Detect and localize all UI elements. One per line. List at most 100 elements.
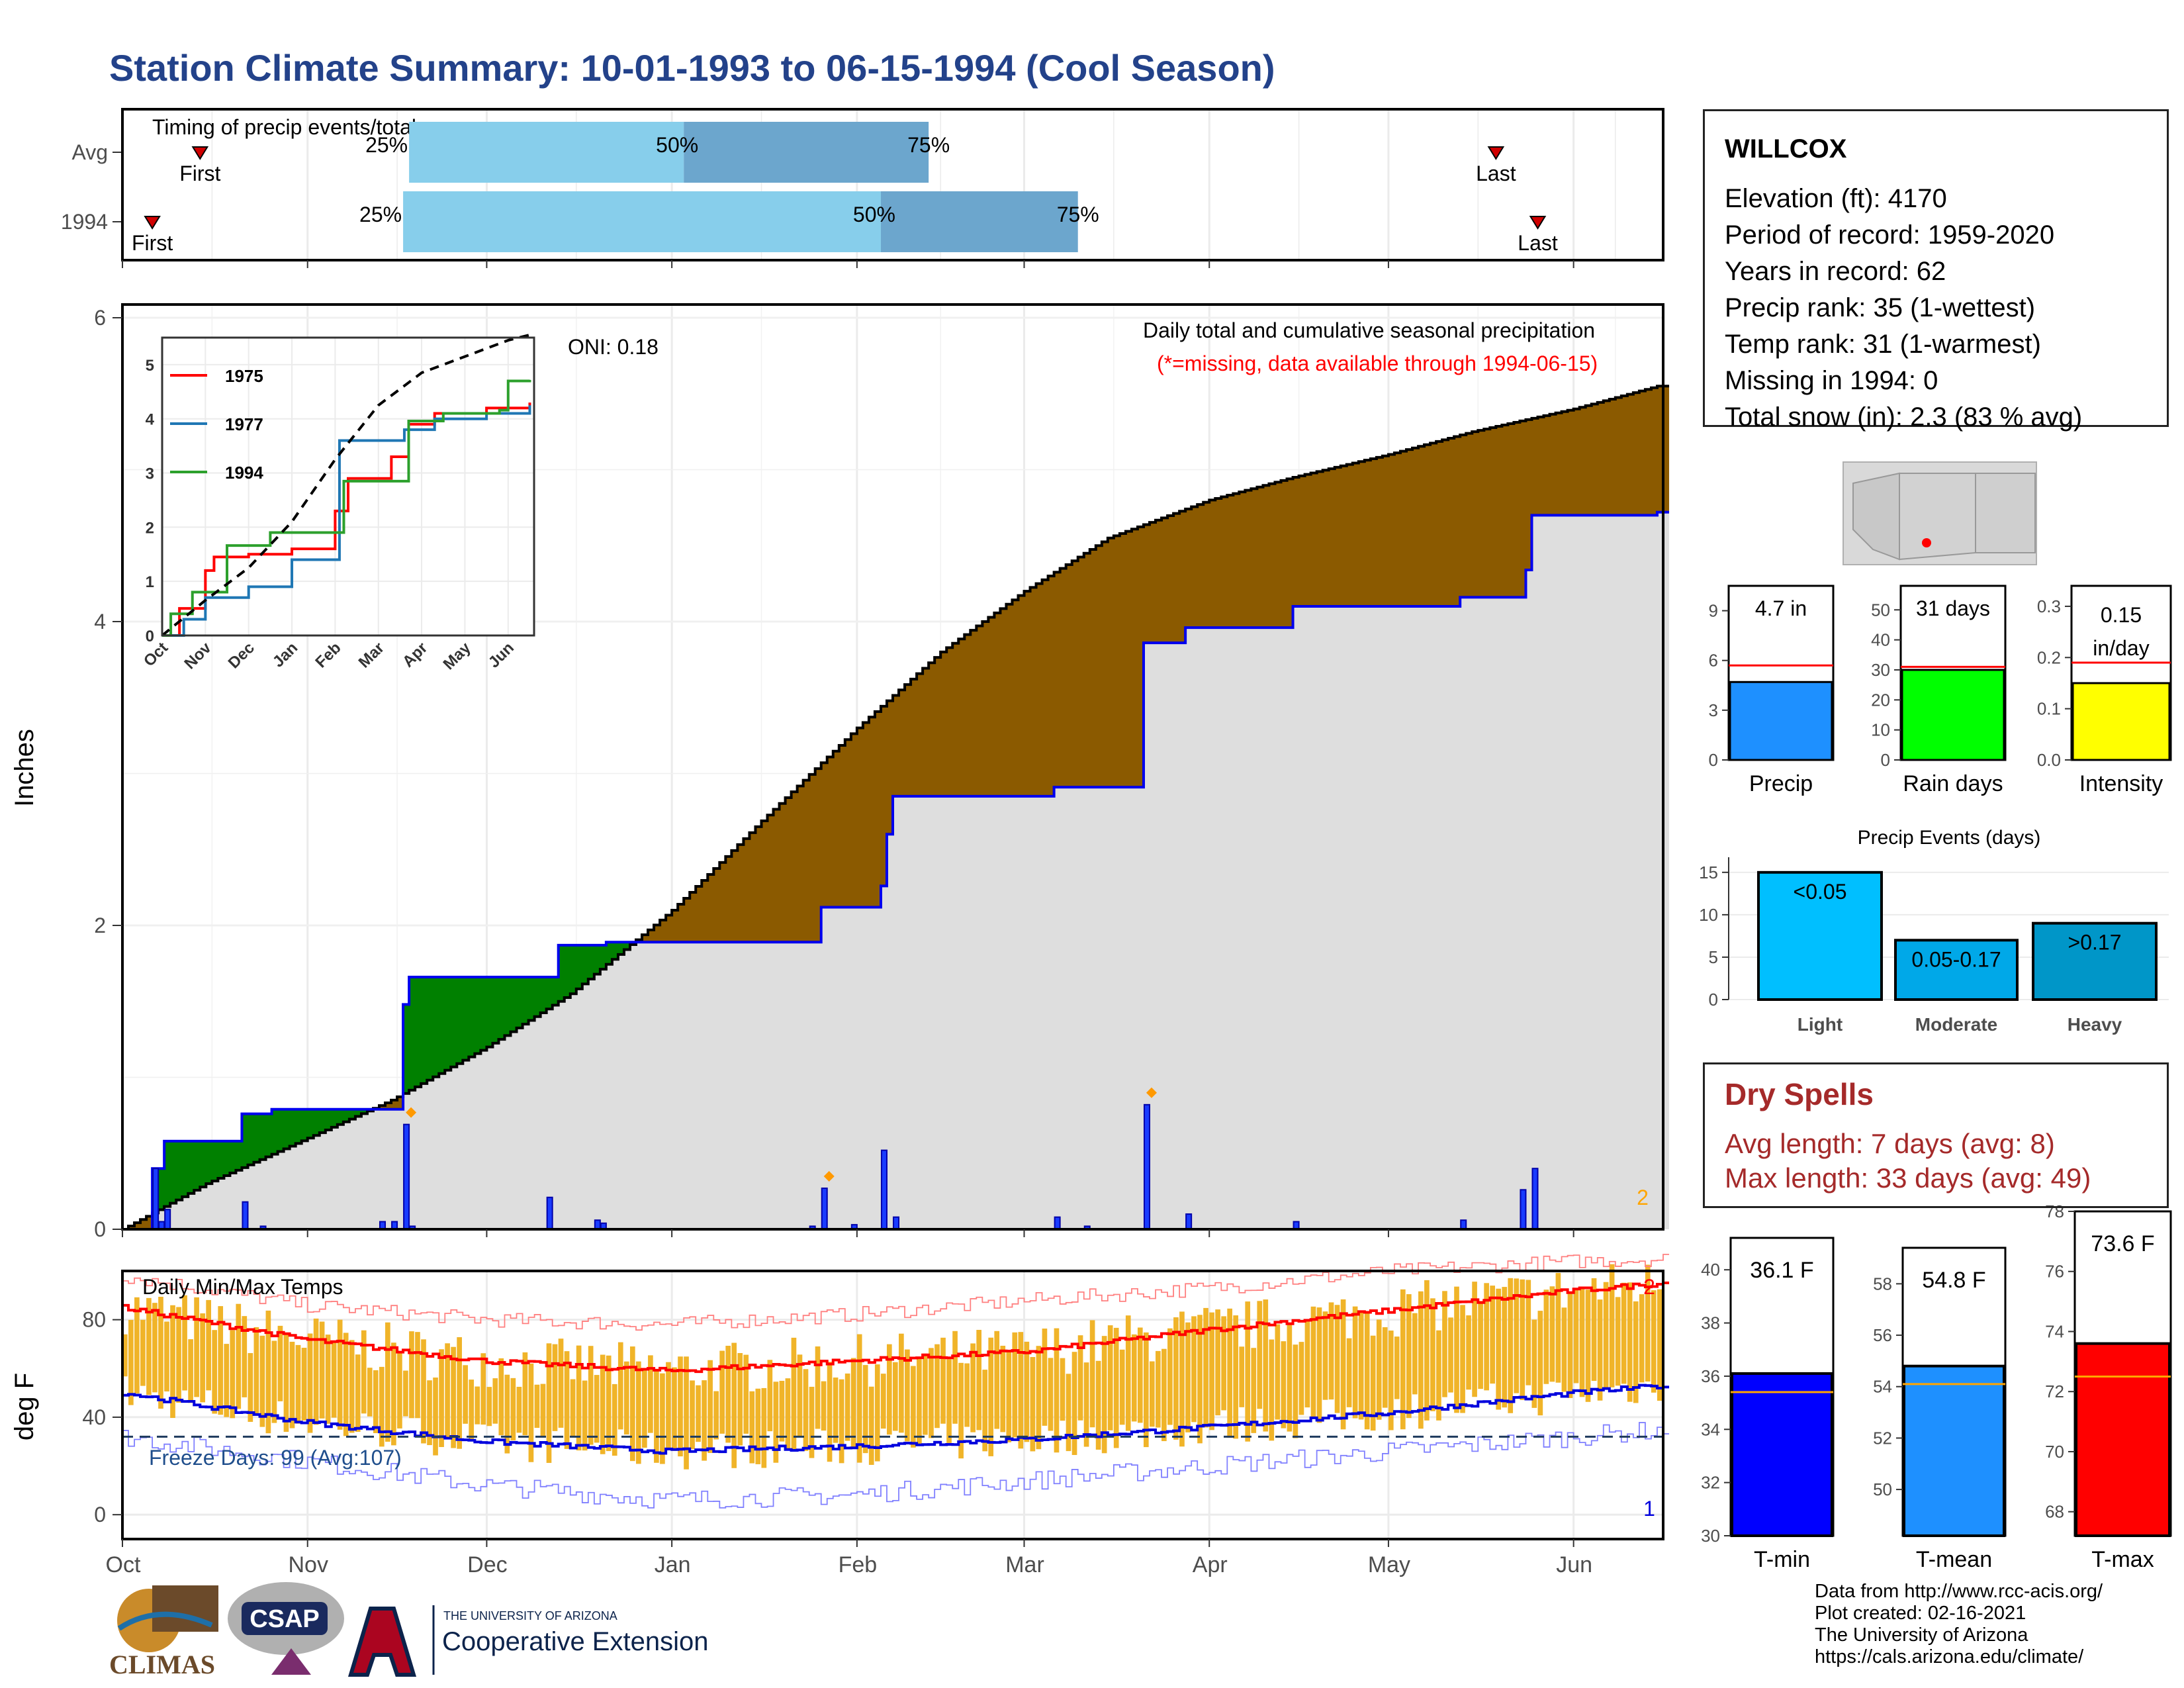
- temps-xtick-label: Feb: [839, 1552, 878, 1577]
- temps-daily-bar: [409, 1331, 414, 1419]
- summary-ytick-label: 0.3: [2037, 596, 2061, 616]
- temps-record-min-label: 1: [1643, 1497, 1655, 1521]
- temps-daily-bar: [880, 1374, 886, 1429]
- dry-spells-box: Dry Spells Avg length: 7 days (avg: 8) M…: [1703, 1062, 2169, 1208]
- map-station-dot: [1922, 538, 1931, 547]
- precip-daily-bar: [1531, 1168, 1539, 1230]
- temps-daily-bar: [397, 1352, 402, 1429]
- summary-label: Rain days: [1903, 771, 2003, 796]
- temps-daily-bar: [868, 1386, 874, 1465]
- events-category-label: Heavy: [2068, 1014, 2122, 1035]
- temps-daily-bar: [1018, 1332, 1024, 1449]
- map-state-west: [1852, 472, 1900, 561]
- temp-summary-label: T-min: [1754, 1547, 1810, 1572]
- temps-daily-bar: [1006, 1350, 1012, 1442]
- temps-daily-bar: [1042, 1329, 1048, 1426]
- temps-daily-bar: [797, 1354, 803, 1438]
- temps-daily-bar: [1269, 1339, 1275, 1441]
- timing-bar-25-50: [403, 191, 881, 252]
- temps-daily-bar: [1352, 1306, 1358, 1419]
- temps-daily-bar: [934, 1344, 940, 1429]
- temps-daily-bar: [886, 1344, 892, 1435]
- temps-daily-bar: [242, 1316, 248, 1397]
- temps-xtick-label: Oct: [106, 1552, 141, 1577]
- precip-summary-0: 4.7 in 0 3 6 9 Precip: [1709, 585, 1835, 796]
- temps-daily-bar: [248, 1353, 253, 1422]
- temps-daily-bar: [1400, 1289, 1406, 1430]
- temps-daily-bar: [1460, 1305, 1465, 1413]
- temps-daily-bar: [451, 1346, 456, 1448]
- temps-daily-bar: [833, 1377, 839, 1443]
- inset-ytick-label: 4: [146, 411, 155, 429]
- temps-daily-bar: [1054, 1328, 1060, 1453]
- temps-daily-bar: [1125, 1315, 1131, 1431]
- summary-ytick-label: 0.2: [2037, 647, 2061, 667]
- logos: CLIMAS CSAP THE UNIVERSITY OF ARIZONA Coope…: [109, 1582, 708, 1679]
- inset-ytick-label: 5: [146, 357, 154, 375]
- temps-daily-bar: [1615, 1297, 1621, 1386]
- csap-logo-text: CSAP: [250, 1605, 320, 1633]
- temps-daily-bar: [1478, 1301, 1483, 1389]
- temps-daily-bar: [893, 1362, 898, 1431]
- timing-last-marker: [1487, 146, 1505, 160]
- summary-bar: [2071, 682, 2171, 761]
- temps-daily-bar: [839, 1379, 844, 1464]
- temps-daily-bar: [958, 1362, 964, 1459]
- temps-xtick-label: Dec: [467, 1552, 507, 1577]
- temps-daily-bar: [713, 1391, 719, 1440]
- events-bar-label: <0.05: [1794, 880, 1847, 904]
- credits: Data from http://www.rcc-acis.org/ Plot …: [1815, 1581, 2103, 1668]
- precip-corner-label: 2: [1637, 1186, 1649, 1209]
- temps-daily-bar: [206, 1299, 211, 1391]
- precip-daily-bar: [1185, 1213, 1193, 1231]
- timing-bar-50-75: [880, 191, 1078, 252]
- temps-daily-bar: [707, 1360, 713, 1453]
- temps-xtick-label: Mar: [1005, 1552, 1044, 1577]
- events-bar-label: >0.17: [2068, 931, 2122, 955]
- temps-ytick-label: 80: [82, 1308, 106, 1332]
- precip-daily-bar: [242, 1201, 249, 1230]
- temps-daily-bar: [1424, 1280, 1430, 1421]
- temps-daily-bar: [1150, 1361, 1155, 1427]
- temps-daily-bar: [779, 1380, 785, 1442]
- station-missing: Missing in 1994: 0: [1725, 366, 1938, 395]
- inset-series-line: [162, 402, 531, 637]
- temps-daily-bar: [1119, 1349, 1125, 1425]
- temp-summary-ytick-label: 72: [2045, 1382, 2064, 1401]
- map-state-arizona: [1899, 473, 1976, 561]
- temps-daily-bar: [1101, 1336, 1107, 1454]
- temps-daily-bar: [803, 1369, 809, 1451]
- precip-surplus-area: [152, 942, 636, 1213]
- temps-daily-bar: [277, 1325, 283, 1401]
- temps-record-min-line: [122, 1422, 1670, 1509]
- temps-xtick-label: Jun: [1556, 1552, 1592, 1577]
- temps-daily-bar: [761, 1387, 767, 1468]
- precip-daily-bar: [1460, 1219, 1467, 1230]
- temps-daily-bar: [702, 1380, 707, 1461]
- temps-daily-bar: [1472, 1282, 1477, 1397]
- temps-daily-bar: [1263, 1299, 1269, 1432]
- precip-daily-bar: [164, 1209, 171, 1231]
- temps-daily-bar: [809, 1386, 815, 1458]
- precip-daily-bar: [546, 1196, 553, 1231]
- temp-summary-ytick-label: 32: [1701, 1473, 1720, 1493]
- temps-daily-bar: [1095, 1360, 1101, 1450]
- temps-xtick-label: Apr: [1193, 1552, 1228, 1577]
- temps-daily-bar: [827, 1362, 833, 1462]
- events-bar-label: 0.05-0.17: [1911, 947, 2001, 971]
- temps-daily-bar: [510, 1378, 516, 1440]
- temps-daily-bar: [1233, 1315, 1238, 1439]
- temps-daily-bar: [719, 1350, 725, 1434]
- timing-bar-50-75: [684, 122, 929, 183]
- temps-daily-bar: [1275, 1324, 1281, 1420]
- temps-daily-bar: [1418, 1291, 1424, 1429]
- inset-ytick-label: 1: [146, 573, 154, 591]
- temps-daily-bar: [1585, 1289, 1591, 1402]
- summary-bar: [1901, 669, 2005, 761]
- temps-daily-bar: [146, 1297, 152, 1395]
- summary-ytick-label: 10: [1871, 720, 1890, 740]
- temps-daily-bar: [1328, 1302, 1334, 1400]
- summary-value-label: 31 days: [1916, 596, 1990, 620]
